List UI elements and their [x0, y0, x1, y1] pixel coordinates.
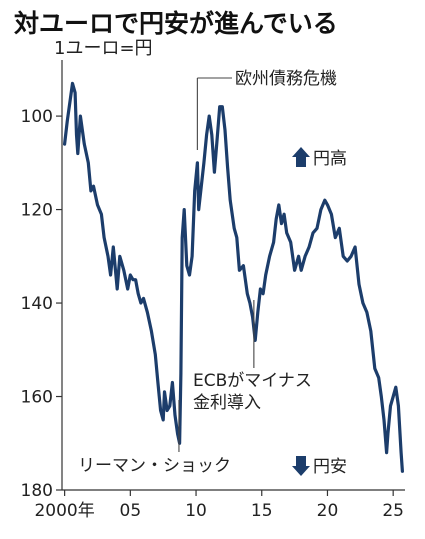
down-arrow-icon [292, 456, 310, 476]
annotation-ecb-line1: ECBがマイナス [193, 371, 312, 391]
annotation-ecb-line2: 金利導入 [193, 393, 261, 413]
x-tick-label: 25 [382, 501, 404, 521]
annotation-euro-crisis: 欧州債務危機 [235, 69, 337, 89]
series-line [62, 81, 404, 473]
x-tick-label: 10 [185, 501, 207, 521]
x-tick-label: 15 [251, 501, 273, 521]
y-tick-label: 140 [21, 294, 53, 314]
chart-title: 対ユーロで円安が進んでいる [14, 9, 338, 38]
y-tick-label: 180 [21, 481, 53, 501]
y-tick-label: 120 [21, 201, 53, 221]
arrow-up-label: 円高 [313, 149, 347, 169]
up-arrow-icon [292, 147, 310, 167]
x-tick-label: 2000年 [34, 501, 94, 521]
arrow-up-yen-strong: 円高 [292, 147, 347, 169]
arrow-down-yen-weak: 円安 [292, 456, 347, 477]
y-axis-label: 1ユーロ=円 [54, 38, 153, 59]
x-tick-label: 05 [120, 501, 142, 521]
y-tick-label: 100 [21, 107, 53, 127]
x-tick-label: 20 [317, 501, 339, 521]
y-tick-label: 160 [21, 388, 53, 408]
series-marks [62, 81, 404, 473]
arrow-down-label: 円安 [313, 457, 347, 477]
annotation-lehman: リーマン・ショック [78, 456, 231, 476]
